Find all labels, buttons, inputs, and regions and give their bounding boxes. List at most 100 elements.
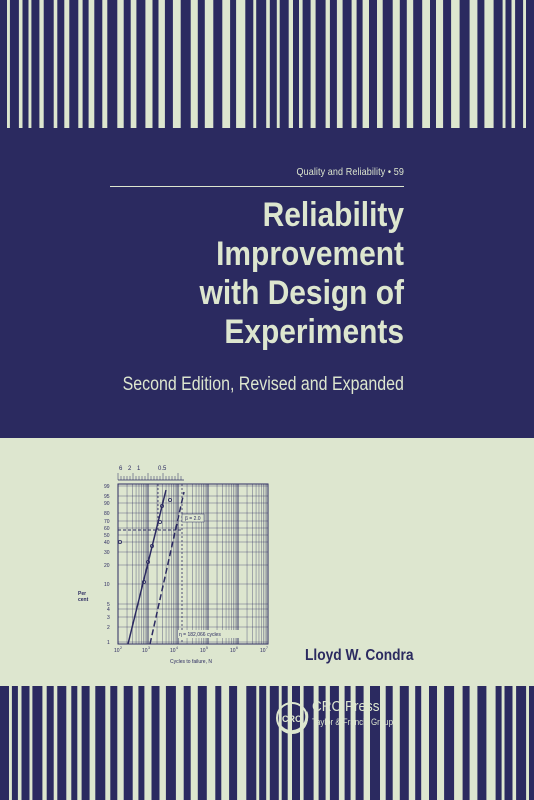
weibull-plot-illustration: 6 2 1 0.5 99 95 90 80 70 60 50 40 3 <box>74 462 274 672</box>
decorative-stripe <box>130 0 137 128</box>
y-axis-label: Per <box>78 591 86 597</box>
x-tick-exponent: 6 <box>236 646 238 650</box>
subtitle: Second Edition, Revised and Expanded <box>122 374 404 395</box>
decorative-stripe <box>253 0 257 128</box>
series-rule <box>110 186 404 187</box>
y-tick-label: 99 <box>104 484 110 490</box>
eta-label: η = 182,066 cycles <box>179 632 221 638</box>
x-tick-exponent: 2 <box>120 646 122 650</box>
decorative-stripe <box>102 0 108 128</box>
decorative-stripe <box>29 686 33 800</box>
decorative-stripe <box>526 686 529 800</box>
decorative-stripe <box>406 0 414 128</box>
decorative-stripe <box>421 686 429 800</box>
decorative-stripe <box>256 686 260 800</box>
decorative-stripe <box>88 0 95 128</box>
decorative-stripe <box>175 686 184 800</box>
decorative-stripe <box>132 686 139 800</box>
decorative-stripe <box>325 686 330 800</box>
title-line-3: with Design of <box>199 274 404 312</box>
x-tick-labels: 10 2 10 3 10 4 10 5 10 6 10 7 <box>114 646 268 654</box>
fit-line-solid <box>127 489 167 645</box>
decorative-stripe <box>501 686 505 800</box>
title-line-2: Improvement <box>216 235 404 273</box>
publisher-logo: CRC CRC Press Taylor & Francis Group <box>272 696 432 742</box>
y-tick-label: 50 <box>104 533 110 539</box>
y-tick-label: 10 <box>104 582 110 588</box>
x-tick-exponent: 3 <box>148 646 150 650</box>
decorative-stripe <box>278 686 282 800</box>
y-tick-label: 60 <box>104 526 110 532</box>
decorative-stripe <box>300 686 304 800</box>
decorative-stripe <box>362 0 369 128</box>
y-tick-label: 20 <box>104 563 110 569</box>
top-scale-label: 0.5 <box>158 466 167 472</box>
decorative-stripe <box>313 686 319 800</box>
x-tick-label: 10 <box>230 648 236 654</box>
decorative-stripe <box>469 0 478 128</box>
decorative-stripe <box>484 0 494 128</box>
y-tick-label: 2 <box>107 625 110 631</box>
decorative-stripe <box>221 686 230 800</box>
data-point <box>168 498 173 503</box>
title-line-1: Reliability <box>262 196 404 234</box>
decorative-stripe <box>437 686 445 800</box>
decorative-stripe <box>144 686 152 800</box>
data-point <box>160 504 165 509</box>
y-axis-label: cent <box>78 597 89 603</box>
book-title: Reliability Improvement with Design of E… <box>70 196 404 352</box>
x-tick-label: 10 <box>114 648 120 654</box>
decorative-stripe <box>117 0 124 128</box>
publisher-name: CRC Press <box>312 698 380 715</box>
bottom-stripe-band <box>0 686 534 800</box>
decorative-stripe <box>310 0 316 128</box>
decorative-stripe <box>9 686 12 800</box>
y-tick-label: 5 <box>107 602 110 608</box>
decorative-stripe <box>351 0 357 128</box>
decorative-stripe <box>159 686 166 800</box>
crc-badge-text: CRC <box>282 714 302 724</box>
data-point <box>146 560 151 565</box>
decorative-stripe <box>338 686 345 800</box>
x-axis-label: Cycles to failure, N <box>170 659 212 665</box>
decorative-stripe <box>17 686 22 800</box>
decorative-stripe <box>363 686 370 800</box>
decorative-stripe <box>77 686 82 800</box>
decorative-stripe <box>451 0 460 128</box>
decorative-stripe <box>512 686 517 800</box>
illustration-panel <box>0 438 534 686</box>
top-scale-label: 1 <box>137 466 141 472</box>
beta-label: β = 2.0 <box>185 516 201 522</box>
decorative-stripe <box>236 0 246 128</box>
decorative-stripe <box>288 0 293 128</box>
decorative-stripe <box>377 0 383 128</box>
y-tick-label: 90 <box>104 501 110 507</box>
y-tick-label: 70 <box>104 519 110 525</box>
top-scale-label: 6 <box>119 466 123 472</box>
x-tick-exponent: 4 <box>176 646 178 650</box>
series-label: Quality and Reliability • 59 <box>296 166 404 178</box>
x-tick-exponent: 7 <box>266 646 268 650</box>
beta-label-box <box>181 513 205 523</box>
top-stripe-band <box>0 0 534 128</box>
data-point <box>158 520 163 525</box>
decorative-stripe <box>287 686 292 800</box>
decorative-stripe <box>350 686 356 800</box>
decorative-stripe <box>392 686 400 800</box>
decorative-stripe <box>7 0 10 128</box>
decorative-stripe <box>64 0 70 128</box>
decorative-stripe <box>190 0 198 128</box>
decorative-stripe <box>206 686 216 800</box>
decorative-stripe <box>469 686 478 800</box>
y-tick-label: 3 <box>107 615 110 621</box>
y-tick-label: 1 <box>107 640 110 646</box>
decorative-stripe <box>190 686 198 800</box>
decorative-stripe <box>172 0 181 128</box>
y-tick-label: 95 <box>104 494 110 500</box>
decorative-stripe <box>523 0 526 128</box>
decorative-stripe <box>158 0 165 128</box>
decorative-stripe <box>39 0 44 128</box>
decorative-stripe <box>204 0 214 128</box>
decorative-stripe <box>336 0 343 128</box>
eta-label-box <box>178 630 244 638</box>
